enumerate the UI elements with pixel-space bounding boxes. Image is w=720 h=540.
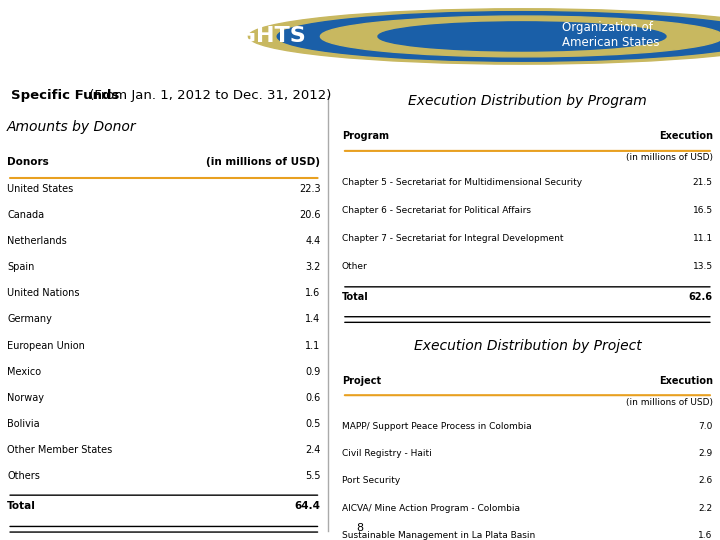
Text: 21.5: 21.5 xyxy=(693,178,713,187)
Circle shape xyxy=(248,9,720,64)
Text: Execution: Execution xyxy=(659,376,713,386)
Text: Sustainable Management in La Plata Basin: Sustainable Management in La Plata Basin xyxy=(342,531,535,539)
Text: 5.5: 5.5 xyxy=(305,471,320,481)
Text: 0.6: 0.6 xyxy=(305,393,320,403)
Text: AICVA/ Mine Action Program - Colombia: AICVA/ Mine Action Program - Colombia xyxy=(342,504,520,512)
Text: European Union: European Union xyxy=(7,341,85,350)
Text: 22.3: 22.3 xyxy=(299,184,320,194)
Text: Bolivia: Bolivia xyxy=(7,419,40,429)
Text: Program: Program xyxy=(342,131,389,141)
Text: 2.6: 2.6 xyxy=(698,476,713,485)
Text: 0.9: 0.9 xyxy=(305,367,320,377)
Text: Spain: Spain xyxy=(7,262,35,272)
Text: Execution: Execution xyxy=(659,131,713,141)
Text: Donors: Donors xyxy=(7,157,49,167)
Circle shape xyxy=(277,12,720,61)
Text: Netherlands: Netherlands xyxy=(7,236,67,246)
Text: (in millions of USD): (in millions of USD) xyxy=(626,397,713,407)
Text: Port Security: Port Security xyxy=(342,476,400,485)
Text: Canada: Canada xyxy=(7,210,45,220)
Text: 1.6: 1.6 xyxy=(305,288,320,298)
Text: (in millions of USD): (in millions of USD) xyxy=(626,153,713,162)
Text: Amounts by Donor: Amounts by Donor xyxy=(7,119,137,133)
Text: 1.4: 1.4 xyxy=(305,314,320,325)
Text: FINANCIAL HIGHLIGHTS: FINANCIAL HIGHLIGHTS xyxy=(11,26,305,46)
Text: Project: Project xyxy=(342,376,381,386)
Circle shape xyxy=(320,16,720,57)
Text: 16.5: 16.5 xyxy=(693,206,713,215)
Text: Chapter 7 - Secretariat for Integral Development: Chapter 7 - Secretariat for Integral Dev… xyxy=(342,234,564,243)
Text: 2.2: 2.2 xyxy=(698,504,713,512)
Text: Other Member States: Other Member States xyxy=(7,445,112,455)
Text: Mexico: Mexico xyxy=(7,367,41,377)
Text: 2.9: 2.9 xyxy=(698,449,713,458)
Text: 3.2: 3.2 xyxy=(305,262,320,272)
Text: Chapter 6 - Secretariat for Political Affairs: Chapter 6 - Secretariat for Political Af… xyxy=(342,206,531,215)
Text: 13.5: 13.5 xyxy=(693,262,713,271)
Text: Specific Funds: Specific Funds xyxy=(11,89,120,102)
Text: Germany: Germany xyxy=(7,314,52,325)
Text: United Nations: United Nations xyxy=(7,288,80,298)
Text: 64.4: 64.4 xyxy=(294,501,320,511)
Text: Total: Total xyxy=(7,501,36,511)
Text: Execution Distribution by Program: Execution Distribution by Program xyxy=(408,94,647,108)
Text: 0.5: 0.5 xyxy=(305,419,320,429)
Text: 8: 8 xyxy=(356,523,364,533)
Text: Other: Other xyxy=(342,262,368,271)
Text: Norway: Norway xyxy=(7,393,44,403)
Text: Execution Distribution by Project: Execution Distribution by Project xyxy=(413,339,642,353)
Text: 62.6: 62.6 xyxy=(689,293,713,302)
Text: 11.1: 11.1 xyxy=(693,234,713,243)
Text: MAPP/ Support Peace Process in Colombia: MAPP/ Support Peace Process in Colombia xyxy=(342,422,531,431)
Circle shape xyxy=(378,22,666,51)
Text: 1.1: 1.1 xyxy=(305,341,320,350)
Text: Others: Others xyxy=(7,471,40,481)
Text: 4.4: 4.4 xyxy=(305,236,320,246)
Text: Chapter 5 - Secretariat for Multidimensional Security: Chapter 5 - Secretariat for Multidimensi… xyxy=(342,178,582,187)
Text: 1.6: 1.6 xyxy=(698,531,713,539)
Text: Civil Registry - Haiti: Civil Registry - Haiti xyxy=(342,449,432,458)
Text: 20.6: 20.6 xyxy=(299,210,320,220)
Text: United States: United States xyxy=(7,184,73,194)
Text: Organization of
American States: Organization of American States xyxy=(562,21,659,49)
Text: (From Jan. 1, 2012 to Dec. 31, 2012): (From Jan. 1, 2012 to Dec. 31, 2012) xyxy=(85,89,331,102)
Text: Total: Total xyxy=(342,293,369,302)
Text: (in millions of USD): (in millions of USD) xyxy=(207,157,320,167)
Text: 7.0: 7.0 xyxy=(698,422,713,431)
Text: 2.4: 2.4 xyxy=(305,445,320,455)
